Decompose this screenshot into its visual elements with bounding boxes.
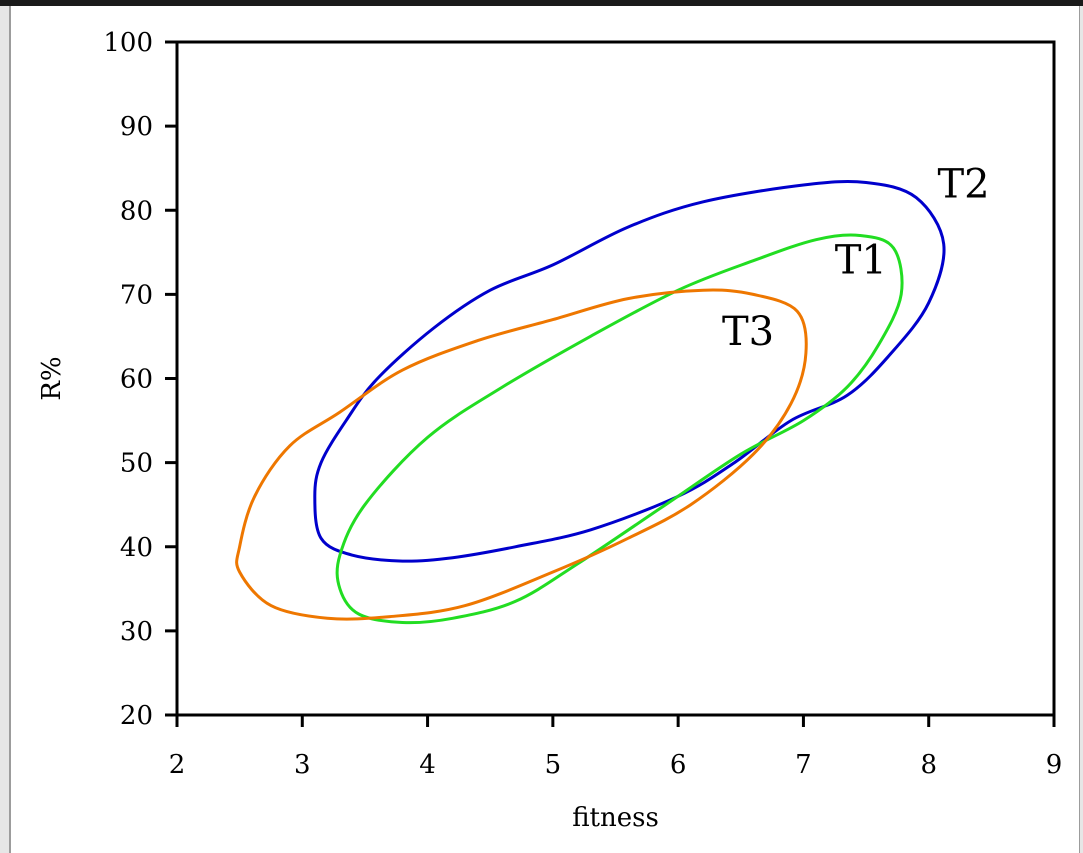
- window-right-border: [1079, 6, 1083, 853]
- y-axis-label: R%: [37, 356, 67, 400]
- y-tick-label: 20: [120, 701, 153, 731]
- y-tick-label: 100: [103, 28, 153, 58]
- x-tick-label: 7: [795, 750, 812, 780]
- x-axis-label: fitness: [572, 803, 659, 833]
- y-tick-label: 70: [120, 280, 153, 310]
- x-tick-label: 3: [294, 750, 311, 780]
- y-axis: 20 30 40 50 60 70 80 90 100: [103, 28, 177, 731]
- y-tick-label: 50: [120, 449, 153, 479]
- x-tick-label: 4: [419, 750, 436, 780]
- series-labels: T2 T1 T3: [722, 162, 990, 355]
- x-tick-label: 2: [169, 750, 186, 780]
- x-tick-label: 5: [545, 750, 562, 780]
- x-tick-label: 9: [1046, 750, 1063, 780]
- window-left-border: [0, 6, 11, 853]
- series-label-t3: T3: [722, 309, 774, 355]
- plot-area: [175, 40, 1056, 717]
- x-tick-label: 6: [670, 750, 687, 780]
- x-axis: 2 3 4 5 6 7 8 9: [169, 715, 1063, 780]
- y-tick-label: 40: [120, 533, 153, 563]
- y-tick-label: 80: [120, 196, 153, 226]
- x-tick-label: 8: [920, 750, 937, 780]
- series-curve-t2: [313, 180, 946, 563]
- series-curve-t1: [335, 233, 904, 625]
- y-tick-label: 90: [120, 112, 153, 142]
- y-tick-label: 30: [120, 617, 153, 647]
- y-tick-label: 60: [120, 365, 153, 395]
- window-top-border: [0, 0, 1083, 6]
- series-label-t1: T1: [835, 237, 887, 283]
- series-label-t2: T2: [937, 162, 989, 208]
- series-group: [235, 180, 946, 625]
- series-curve-t3: [235, 288, 808, 621]
